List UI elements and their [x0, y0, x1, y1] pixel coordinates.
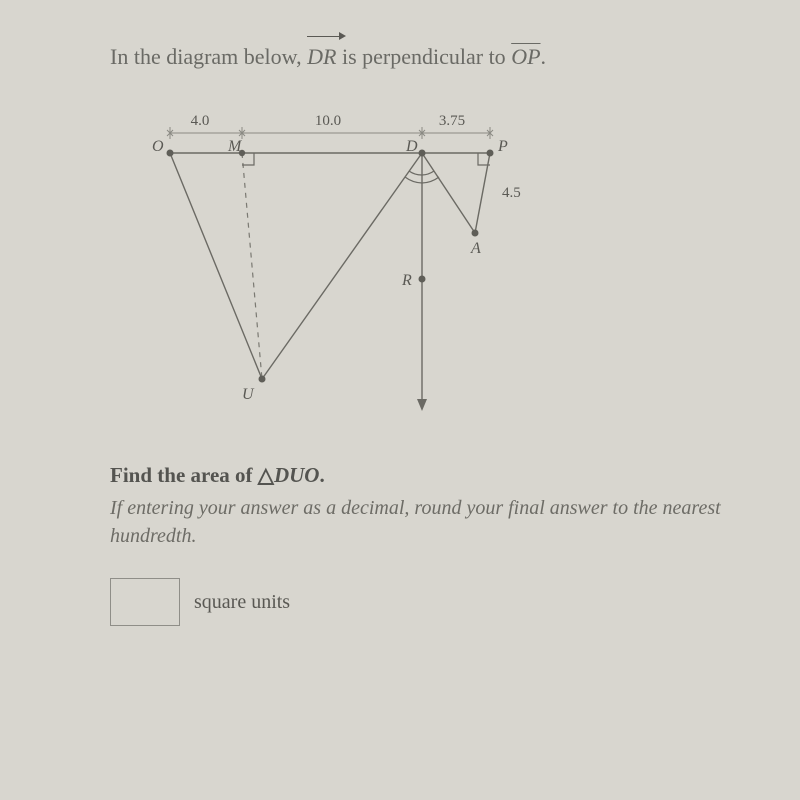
dim-om: 4.0: [191, 113, 210, 129]
dim-dp: 3.75: [439, 113, 465, 129]
ray-DR: DR: [307, 40, 336, 73]
dim-md: 10.0: [315, 113, 341, 129]
answer-row: square units: [110, 578, 740, 626]
figure-svg: 4.0 10.0 3.75 4.5: [150, 103, 570, 433]
segment-OP: OP: [511, 44, 540, 69]
triangle-name: DUO: [274, 463, 320, 487]
question-text: Find the area of △DUO.: [110, 463, 740, 488]
problem-page: In the diagram below, DR is perpendicula…: [0, 0, 800, 666]
label-D: D: [405, 138, 418, 155]
label-O: O: [152, 138, 164, 155]
prompt-suffix: .: [541, 44, 547, 69]
prompt-prefix: In the diagram below,: [110, 44, 307, 69]
label-U: U: [242, 386, 255, 403]
geometry-figure: 4.0 10.0 3.75 4.5: [150, 103, 570, 433]
triangle-symbol-icon: △: [258, 463, 274, 487]
label-P: P: [497, 138, 508, 155]
ray-text: DR: [307, 44, 336, 69]
prompt-mid: is perpendicular to: [342, 44, 511, 69]
answer-units: square units: [194, 591, 290, 614]
label-A: A: [470, 240, 481, 257]
dim-pa: 4.5: [502, 185, 521, 201]
label-M: M: [227, 138, 243, 155]
question-tail: .: [319, 463, 324, 487]
ray-overline: [307, 36, 342, 37]
ray-arrowhead-icon: [339, 32, 346, 40]
prompt-text: In the diagram below, DR is perpendicula…: [110, 40, 740, 73]
answer-input[interactable]: [110, 578, 180, 626]
rounding-instruction: If entering your answer as a decimal, ro…: [110, 494, 740, 550]
question-lead: Find the area of: [110, 463, 258, 487]
label-R: R: [401, 272, 412, 289]
